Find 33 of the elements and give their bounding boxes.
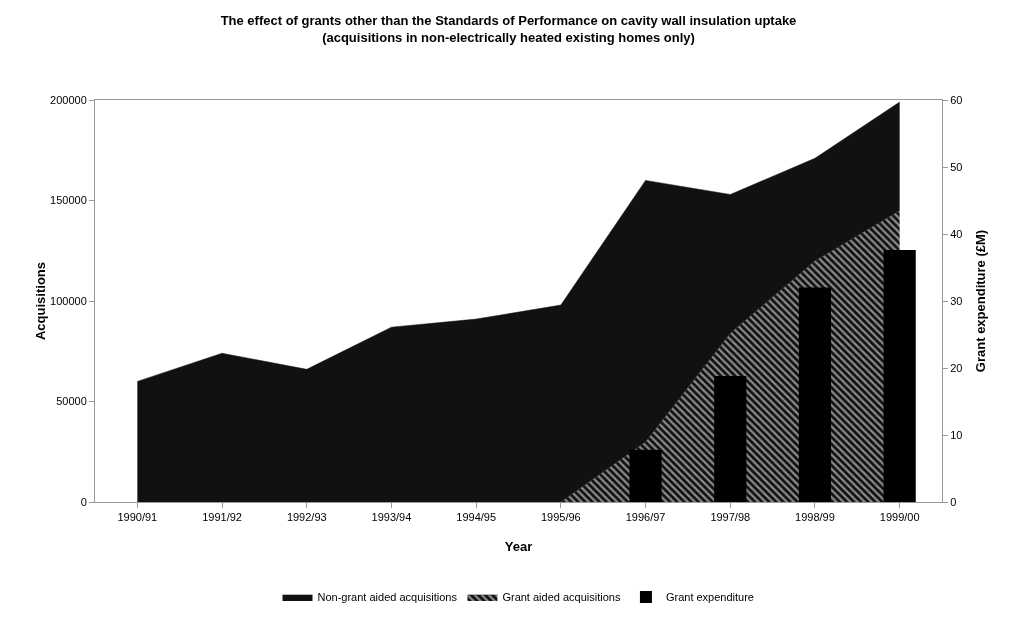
x-tick-label: 1992/93 [286, 511, 327, 524]
x-tick-label: 1996/97 [625, 511, 666, 524]
y2-tick-label: 10 [950, 428, 963, 441]
x-tick-label: 1993/94 [371, 511, 412, 524]
x-tick-label: 1997/98 [710, 511, 751, 524]
y2-tick-label: 30 [950, 294, 963, 307]
bar [798, 287, 832, 502]
x-tick-label: 1998/99 [795, 511, 835, 524]
x-tick-label: 1990/91 [117, 511, 158, 524]
bar [883, 250, 916, 502]
bar [629, 449, 662, 502]
y-tick-label: 200000 [50, 93, 87, 106]
y-tick-label: 100000 [50, 294, 87, 307]
y-tick-label: 50000 [56, 395, 87, 408]
x-tick-label: 1995/96 [540, 511, 581, 524]
legend-label: Non-grant aided acquisitions [317, 591, 458, 604]
y2-axis-title: Grant expenditure (£M) [972, 229, 988, 373]
legend-label: Grant aided acquisitions [502, 591, 621, 604]
bar [714, 376, 747, 502]
y2-tick-label: 20 [950, 361, 963, 374]
y2-tick-label: 0 [950, 495, 957, 508]
x-tick-label: 1991/92 [202, 511, 242, 524]
y-tick-label: 150000 [50, 194, 87, 207]
y2-tick-label: 60 [950, 93, 963, 106]
y-axis-title: Acquisitions [33, 261, 49, 341]
chart-title: The effect of grants other than the Standards of Performance on cavity wall insulation uptake (acquisitions in non-electrically heated existing homes only) [220, 12, 797, 45]
y2-tick-label: 40 [950, 227, 963, 240]
x-axis-title: Year [504, 539, 533, 554]
x-tick-label: 1994/95 [456, 511, 497, 524]
y2-tick-label: 50 [950, 160, 963, 173]
x-tick-label: 1999/00 [879, 511, 920, 524]
y-tick-label: 0 [80, 495, 87, 508]
legend-label: Grant expenditure [665, 591, 754, 604]
